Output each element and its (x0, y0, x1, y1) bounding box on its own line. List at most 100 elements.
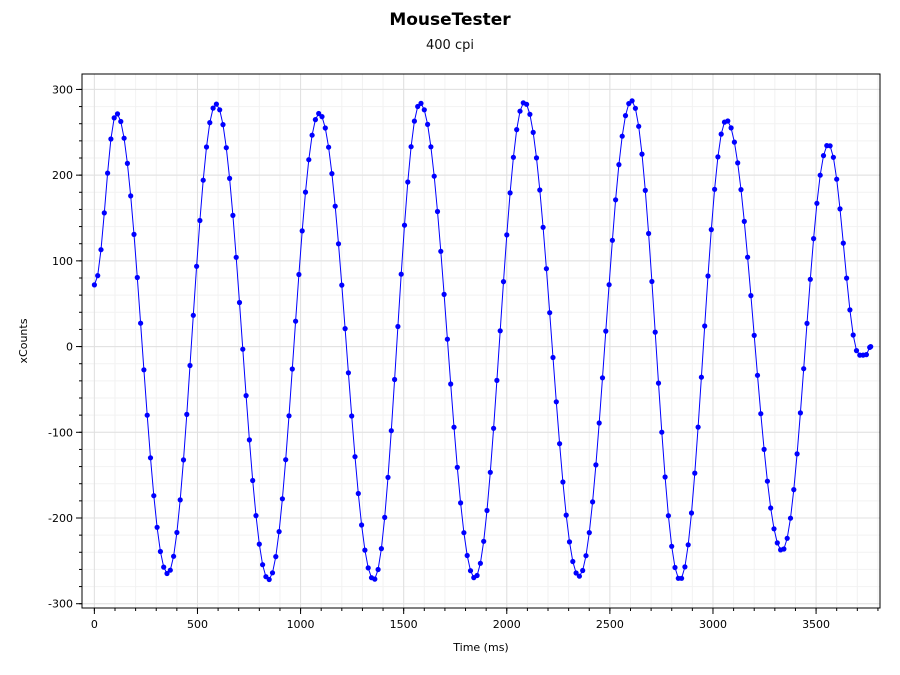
data-point (326, 144, 332, 150)
data-point (715, 154, 721, 160)
data-point (507, 190, 513, 196)
data-point (748, 293, 754, 299)
data-point (98, 247, 104, 253)
data-point (853, 348, 860, 354)
data-point (114, 111, 121, 117)
data-point (144, 412, 150, 418)
data-point (705, 273, 711, 279)
data-point (655, 380, 662, 386)
data-point (339, 282, 345, 288)
data-point (352, 454, 358, 460)
data-point (500, 279, 507, 285)
data-point (847, 307, 853, 313)
data-point (279, 496, 285, 502)
data-point (161, 564, 167, 570)
data-point (524, 101, 530, 107)
data-point (302, 189, 309, 195)
data-point (223, 145, 229, 151)
data-point (286, 413, 292, 419)
data-point (774, 540, 780, 546)
data-point (741, 218, 747, 224)
data-point (342, 326, 348, 332)
data-point (194, 263, 200, 269)
data-point (517, 108, 523, 114)
data-point (411, 118, 417, 124)
data-point (543, 266, 550, 272)
data-point (177, 497, 183, 503)
data-point (814, 200, 820, 206)
data-point (669, 543, 675, 549)
data-point (547, 310, 553, 316)
data-point (227, 175, 233, 181)
axis-ticks (76, 88, 879, 614)
data-point (487, 469, 493, 475)
data-point (213, 101, 219, 107)
data-point (131, 231, 137, 237)
data-point (269, 570, 276, 576)
data-point (758, 411, 764, 417)
data-point (230, 212, 236, 218)
data-point (164, 570, 170, 577)
data-point (688, 510, 695, 516)
data-point (349, 413, 355, 419)
data-point (477, 560, 483, 566)
data-point (319, 114, 325, 120)
y-tick-label: 300 (52, 83, 73, 96)
data-point (590, 499, 596, 505)
data-point (761, 446, 767, 452)
x-tick-label: 0 (91, 618, 98, 631)
data-point (537, 187, 543, 193)
data-point (217, 107, 223, 113)
data-point (817, 172, 823, 178)
data-point (138, 320, 144, 326)
data-point (461, 530, 467, 536)
data-point (273, 554, 279, 560)
chart-subtitle: 400 cpi (426, 38, 474, 53)
data-point (428, 144, 434, 150)
chart-title: MouseTester (389, 10, 511, 30)
data-point (401, 222, 408, 228)
data-point (147, 455, 154, 461)
data-point (652, 329, 658, 335)
data-point (355, 490, 361, 497)
data-point (771, 526, 777, 532)
data-point (467, 568, 474, 574)
y-tick-label: 0 (66, 341, 73, 354)
data-point (639, 151, 645, 157)
y-tick-label: -300 (48, 598, 73, 611)
data-point (698, 374, 705, 380)
data-point (243, 393, 249, 399)
data-point (299, 228, 305, 234)
data-point (240, 346, 246, 352)
data-point (359, 522, 365, 528)
data-point (491, 425, 497, 431)
data-point (738, 187, 744, 193)
data-point (834, 176, 840, 182)
data-point (804, 320, 810, 326)
data-point (233, 254, 239, 260)
data-point (128, 193, 134, 199)
data-point (210, 105, 216, 111)
data-point (425, 121, 431, 127)
data-point (415, 103, 421, 110)
data-point (599, 375, 606, 381)
data-point (718, 131, 724, 137)
data-point (735, 160, 741, 166)
data-point (444, 336, 450, 342)
data-point (725, 118, 731, 124)
data-point (329, 171, 335, 177)
data-point (494, 377, 500, 383)
data-point (649, 278, 655, 285)
data-point (200, 177, 206, 183)
y-tick-label: -200 (48, 512, 73, 525)
data-point (481, 538, 487, 544)
data-point (616, 162, 622, 168)
data-point (837, 206, 843, 212)
data-point (665, 513, 672, 519)
data-point (573, 570, 579, 576)
data-point (583, 553, 589, 559)
data-point (550, 354, 556, 361)
data-point (121, 135, 127, 141)
data-point (801, 366, 807, 372)
